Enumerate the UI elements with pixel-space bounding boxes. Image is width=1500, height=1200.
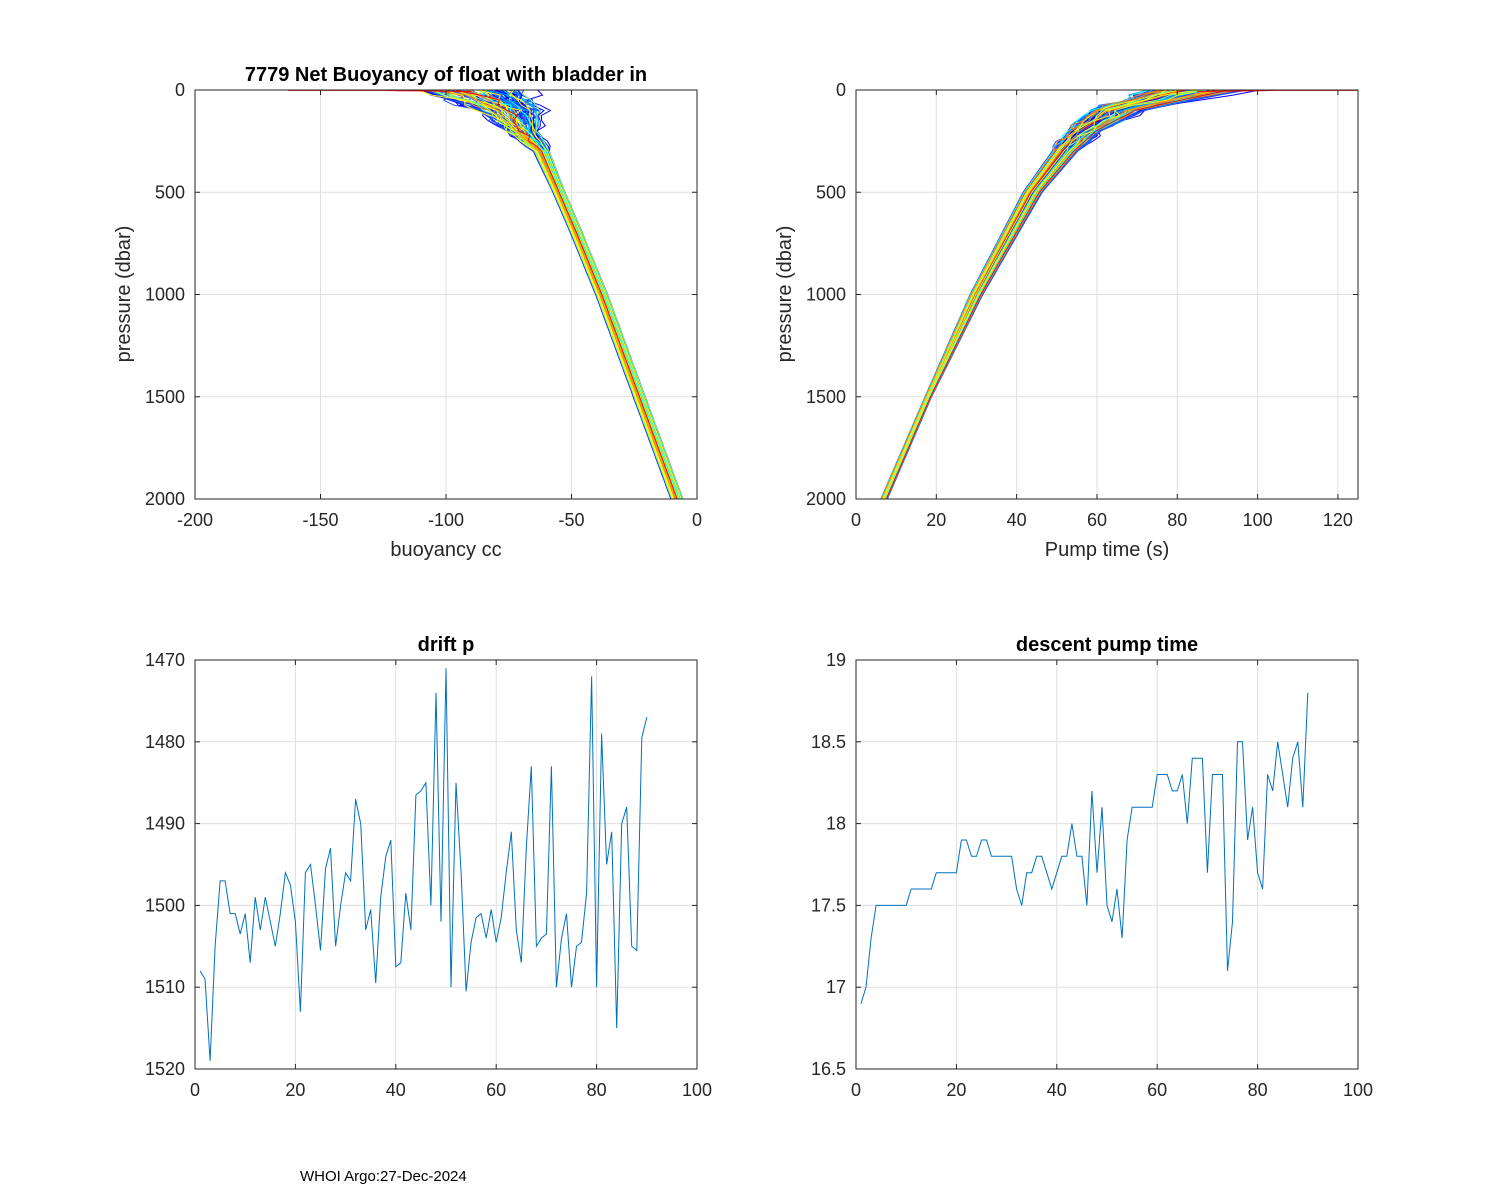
pump-xlabel: Pump time (s) (1045, 539, 1169, 561)
descent-axes-box (855, 659, 1359, 1070)
drift-xtick-label: 80 (587, 1080, 607, 1100)
buoyancy-profile-line (515, 89, 683, 500)
drift-panel: 0 20 40 60 80 100 1470 1480 1490 1500 1510 1520 dri… (145, 634, 712, 1100)
descent-ytick-label: 18.5 (811, 732, 846, 752)
descent-xtick-label: 40 (1047, 1080, 1067, 1100)
buoyancy-profile-line (453, 89, 676, 500)
pump-xtick-label: 100 (1243, 510, 1273, 530)
descent-title: descent pump time (1016, 634, 1198, 656)
drift-ticks: 0 20 40 60 80 100 1470 1480 1490 1500 1510 1520 (145, 650, 712, 1100)
drift-axes-box (194, 659, 698, 1070)
buoyancy-profile-line (441, 89, 675, 500)
buoyancy-ytick-label: 500 (155, 182, 185, 202)
descent-xtick-label: 100 (1343, 1080, 1373, 1100)
descent-ytick-label: 16.5 (811, 1059, 846, 1079)
buoyancy-ytick-label: 1500 (145, 387, 185, 407)
descent-ytick-label: 17 (826, 977, 846, 997)
pump-profile-line (883, 89, 1200, 500)
buoyancy-profile-line (482, 89, 680, 500)
drift-title: drift p (418, 634, 475, 656)
drift-xtick-label: 40 (386, 1080, 406, 1100)
buoyancy-grid (194, 89, 698, 500)
buoyancy-panel: -200 -150 -100 -50 0 0 500 1000 1500 2000 7779 Ne… (113, 64, 702, 561)
pump-xtick-label: 60 (1087, 510, 1107, 530)
descent-xtick-label: 0 (851, 1080, 861, 1100)
drift-xtick-label: 0 (190, 1080, 200, 1100)
buoyancy-ytick-label: 1000 (145, 285, 185, 305)
buoyancy-profile-line (454, 89, 678, 500)
buoyancy-profile-line (423, 89, 672, 500)
descent-series-line (860, 692, 1309, 1004)
drift-ytick-label: 1510 (145, 977, 185, 997)
pump-xtick-label: 80 (1167, 510, 1187, 530)
buoyancy-xtick-label: -150 (302, 510, 338, 530)
descent-ytick-label: 18 (826, 814, 846, 834)
drift-ytick-label: 1490 (145, 814, 185, 834)
pump-ytick-label: 2000 (806, 489, 846, 509)
buoyancy-xtick-label: -200 (177, 510, 213, 530)
buoyancy-ticks: -200 -150 -100 -50 0 0 500 1000 1500 2000 (145, 80, 702, 530)
pump-ylabel: pressure (dbar) (774, 226, 796, 363)
pump-xtick-label: 0 (851, 510, 861, 530)
buoyancy-profile-line (417, 89, 674, 500)
descent-ytick-label: 17.5 (811, 895, 846, 915)
pump-ytick-label: 1500 (806, 387, 846, 407)
buoyancy-xtick-label: 0 (692, 510, 702, 530)
drift-xtick-label: 20 (285, 1080, 305, 1100)
buoyancy-profile-line (509, 89, 682, 500)
drift-ytick-label: 1480 (145, 732, 185, 752)
buoyancy-ytick-label: 2000 (145, 489, 185, 509)
pump-profile-line (881, 89, 1162, 500)
buoyancy-profiles (287, 89, 684, 500)
pump-grid (855, 89, 1358, 500)
pump-profiles (880, 89, 1358, 500)
drift-ytick-label: 1470 (145, 650, 185, 670)
descent-ytick-label: 19 (826, 650, 846, 670)
drift-series (199, 668, 648, 1061)
pump-profile-line (881, 89, 1174, 500)
descent-ticks: 0 20 40 60 80 100 16.5 17 17.5 18 18.5 19 (811, 650, 1373, 1100)
buoyancy-profile-line (468, 89, 678, 500)
descent-series (860, 692, 1309, 1004)
drift-grid (194, 659, 698, 1070)
pump-ytick-label: 1000 (806, 285, 846, 305)
buoyancy-profile-line (502, 89, 681, 500)
pump-ytick-label: 0 (836, 80, 846, 100)
footer-label: WHOI Argo:27-Dec-2024 (300, 1168, 467, 1185)
descent-xtick-label: 20 (946, 1080, 966, 1100)
pump-xtick-label: 120 (1323, 510, 1353, 530)
buoyancy-xlabel: buoyancy cc (390, 539, 501, 561)
drift-series-line (199, 668, 648, 1061)
pump-profile-line (885, 89, 1230, 500)
buoyancy-title: 7779 Net Buoyancy of float with bladder … (245, 64, 647, 86)
buoyancy-xtick-label: -100 (428, 510, 464, 530)
buoyancy-xtick-label: -50 (558, 510, 584, 530)
drift-ytick-label: 1520 (145, 1059, 185, 1079)
drift-ytick-label: 1500 (145, 895, 185, 915)
pump-profile-line (884, 89, 1207, 500)
buoyancy-profile-line (476, 89, 680, 500)
pump-ticks: 0 20 40 60 80 100 120 0 500 1000 1500 2000 (806, 80, 1358, 530)
buoyancy-ylabel: pressure (dbar) (113, 226, 135, 363)
descent-panel: 0 20 40 60 80 100 16.5 17 17.5 18 18.5 19 descent p… (811, 634, 1373, 1100)
pump-xtick-label: 40 (1007, 510, 1027, 530)
pump-xtick-label: 20 (926, 510, 946, 530)
descent-grid (855, 659, 1359, 1070)
descent-xtick-label: 80 (1248, 1080, 1268, 1100)
pump-panel: 0 20 40 60 80 100 120 0 500 1000 1500 2000 Pump tim… (774, 80, 1359, 561)
descent-xtick-label: 60 (1147, 1080, 1167, 1100)
drift-xtick-label: 60 (486, 1080, 506, 1100)
buoyancy-profile-line (518, 89, 684, 500)
buoyancy-ytick-label: 0 (175, 80, 185, 100)
drift-xtick-label: 100 (682, 1080, 712, 1100)
pump-ytick-label: 500 (816, 182, 846, 202)
